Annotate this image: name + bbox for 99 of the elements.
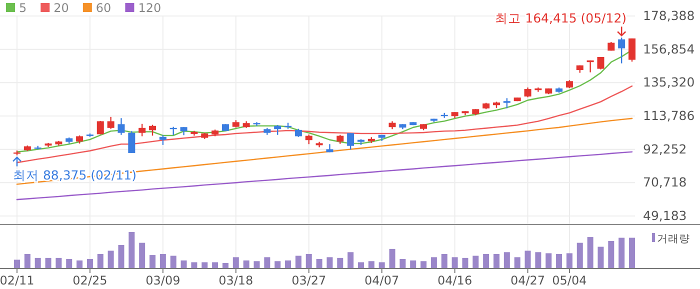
candlestick <box>503 98 510 109</box>
bar <box>170 256 176 268</box>
bar <box>128 232 135 268</box>
bar <box>202 262 208 268</box>
bar <box>420 261 427 268</box>
bar <box>254 261 260 268</box>
bar <box>378 262 385 268</box>
bar <box>56 258 62 268</box>
bar <box>212 262 218 268</box>
bar <box>462 258 468 268</box>
candlestick <box>274 124 282 136</box>
bar <box>274 261 281 268</box>
bar <box>348 252 354 268</box>
y-tick-label: 70,718 <box>643 174 687 190</box>
candlestick <box>128 130 136 154</box>
x-tick-label: 02/11 <box>0 274 34 288</box>
bar <box>576 242 583 268</box>
bar <box>139 242 146 268</box>
bar <box>441 254 448 268</box>
bar <box>285 260 292 268</box>
bar <box>295 256 302 268</box>
bar <box>629 238 635 268</box>
bar <box>34 258 41 268</box>
bar <box>306 254 312 268</box>
line-series <box>16 118 633 185</box>
x-tick-label: 05/04 <box>552 274 587 288</box>
bar <box>389 248 396 268</box>
bar <box>326 257 333 268</box>
bar <box>191 262 198 268</box>
candlestick <box>107 116 114 130</box>
bar <box>608 241 614 268</box>
y-tick-label: 92,252 <box>643 141 687 156</box>
bar <box>264 257 270 268</box>
legend-label: 20 <box>54 1 69 15</box>
bar <box>493 254 500 268</box>
bar <box>24 254 30 268</box>
bar <box>222 262 228 268</box>
bar <box>504 252 510 268</box>
line-series <box>16 151 633 200</box>
bar <box>368 261 374 268</box>
bar <box>337 258 344 268</box>
legend-label: 5 <box>19 1 27 15</box>
x-tick-label: 04/16 <box>438 274 472 288</box>
candlestick <box>347 132 354 150</box>
bar <box>86 259 93 268</box>
bar <box>14 260 20 268</box>
candlestick <box>524 86 532 98</box>
candlestick <box>118 118 125 136</box>
x-tick-label: 04/27 <box>510 274 546 288</box>
bar <box>76 260 83 268</box>
y-tick-label: 156,854 <box>643 41 695 56</box>
bar <box>232 257 239 268</box>
bar <box>618 238 625 268</box>
bar <box>452 257 458 268</box>
bar <box>556 254 562 268</box>
bar <box>45 258 52 268</box>
legend-label: 거래량 <box>657 233 690 245</box>
legend-label: 120 <box>138 1 162 15</box>
bar <box>66 259 72 268</box>
x-tick-label: 04/07 <box>364 274 400 288</box>
x-tick-label: 03/27 <box>292 274 326 288</box>
annotation: 최고 164,415 (05/12) <box>495 10 627 26</box>
bar <box>587 237 594 268</box>
y-tick-label: 49,183 <box>643 208 687 223</box>
candlestick <box>305 134 312 145</box>
candlestick <box>138 123 146 137</box>
candlestick <box>618 37 626 64</box>
line-series <box>16 85 633 164</box>
x-tick-label: 03/18 <box>218 274 254 288</box>
bar <box>483 254 490 268</box>
x-tick-label: 03/09 <box>146 274 180 288</box>
bar <box>598 246 604 268</box>
bar <box>430 257 437 268</box>
candlestick <box>149 124 156 136</box>
y-tick-label: 135,320 <box>643 74 695 90</box>
bar <box>410 260 416 268</box>
candlestick <box>159 134 166 146</box>
bar <box>535 252 542 268</box>
bar <box>566 253 572 268</box>
bar <box>180 260 187 268</box>
bar <box>160 254 166 268</box>
legend-label: 60 <box>96 1 112 15</box>
bar <box>514 257 520 268</box>
candlestick <box>628 38 636 62</box>
bar <box>150 255 156 268</box>
y-tick-label: 113,786 <box>643 108 695 123</box>
bar <box>108 250 114 268</box>
bar <box>316 259 322 268</box>
bar <box>400 259 406 268</box>
bar <box>546 253 552 268</box>
bar <box>243 260 250 268</box>
y-tick-label: 178,388 <box>643 8 695 23</box>
bar <box>118 244 124 268</box>
bar <box>524 250 531 268</box>
bar <box>358 262 364 268</box>
x-tick-label: 02/25 <box>72 274 108 288</box>
bar <box>97 254 104 268</box>
bar <box>472 256 479 268</box>
candlestick <box>597 56 604 70</box>
